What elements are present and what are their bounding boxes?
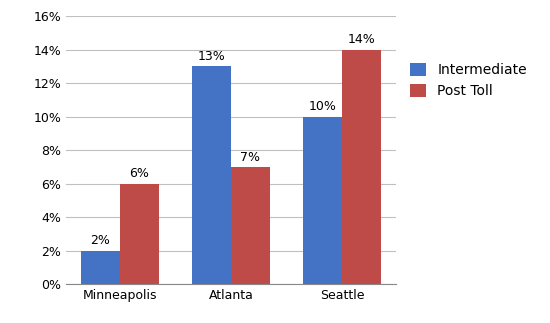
Text: 2%: 2%	[91, 234, 111, 247]
Bar	[81, 251, 120, 284]
Bar	[303, 117, 342, 284]
Bar	[120, 184, 159, 284]
Bar	[192, 67, 231, 284]
Bar	[342, 50, 381, 284]
Text: 14%: 14%	[348, 33, 376, 46]
Text: 13%: 13%	[197, 50, 225, 63]
Text: 7%: 7%	[240, 151, 261, 163]
Legend: Intermediate, Post Toll: Intermediate, Post Toll	[410, 63, 527, 98]
Text: 10%: 10%	[309, 100, 337, 113]
Text: 6%: 6%	[129, 167, 149, 180]
Bar	[231, 167, 270, 284]
